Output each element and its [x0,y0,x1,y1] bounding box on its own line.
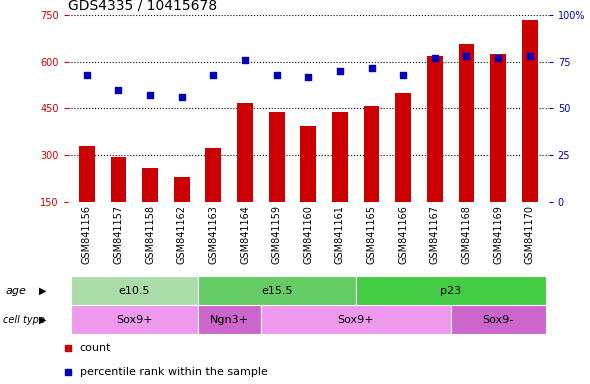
Text: percentile rank within the sample: percentile rank within the sample [80,366,267,377]
Text: Sox9-: Sox9- [483,314,514,325]
Point [114,87,123,93]
Text: GSM841159: GSM841159 [271,205,281,264]
Point [398,72,408,78]
Text: GSM841164: GSM841164 [240,205,250,264]
Text: e15.5: e15.5 [261,286,293,296]
Point [209,72,218,78]
Text: Ngn3+: Ngn3+ [209,314,249,325]
Text: age: age [6,286,27,296]
Bar [205,148,221,202]
Bar [490,54,506,202]
Point [367,65,376,71]
Bar [237,103,253,202]
Point [82,72,91,78]
Point [493,55,503,61]
Point [303,74,313,80]
Text: Sox9+: Sox9+ [116,314,153,325]
Text: GSM841156: GSM841156 [82,205,92,264]
Text: p23: p23 [440,286,461,296]
Bar [427,56,442,202]
Bar [71,276,198,305]
Point [240,57,250,63]
Bar [261,305,451,334]
Text: GSM841160: GSM841160 [303,205,313,264]
Bar [451,305,546,334]
Text: GSM841161: GSM841161 [335,205,345,264]
Bar [71,305,198,334]
Text: GSM841167: GSM841167 [430,205,440,264]
Bar [363,106,379,202]
Text: count: count [80,343,111,353]
Text: GSM841158: GSM841158 [145,205,155,264]
Bar [356,276,546,305]
Text: GSM841169: GSM841169 [493,205,503,264]
Text: Sox9+: Sox9+ [337,314,374,325]
Point [525,53,535,60]
Text: GSM841162: GSM841162 [177,205,187,264]
Bar [268,112,284,202]
Bar [395,93,411,202]
Bar [110,157,126,202]
Bar [522,20,537,202]
Bar [79,146,95,202]
Bar [142,168,158,202]
Point [462,53,471,60]
Text: GSM841165: GSM841165 [366,205,376,264]
Bar [300,126,316,202]
Text: ▶: ▶ [39,314,46,325]
Bar [174,177,189,202]
Text: e10.5: e10.5 [119,286,150,296]
Text: GSM841166: GSM841166 [398,205,408,264]
Bar [198,276,356,305]
Point [272,72,281,78]
Text: GSM841168: GSM841168 [461,205,471,264]
Bar [332,112,348,202]
Bar [198,305,261,334]
Text: ▶: ▶ [39,286,46,296]
Text: GSM841157: GSM841157 [113,205,123,265]
Point [145,93,155,99]
Text: GSM841170: GSM841170 [525,205,535,264]
Point [177,94,186,100]
Bar [458,44,474,202]
Text: cell type: cell type [3,314,45,325]
Point [335,68,345,74]
Point [430,55,440,61]
Text: GSM841163: GSM841163 [208,205,218,264]
Text: GDS4335 / 10415678: GDS4335 / 10415678 [68,0,217,13]
